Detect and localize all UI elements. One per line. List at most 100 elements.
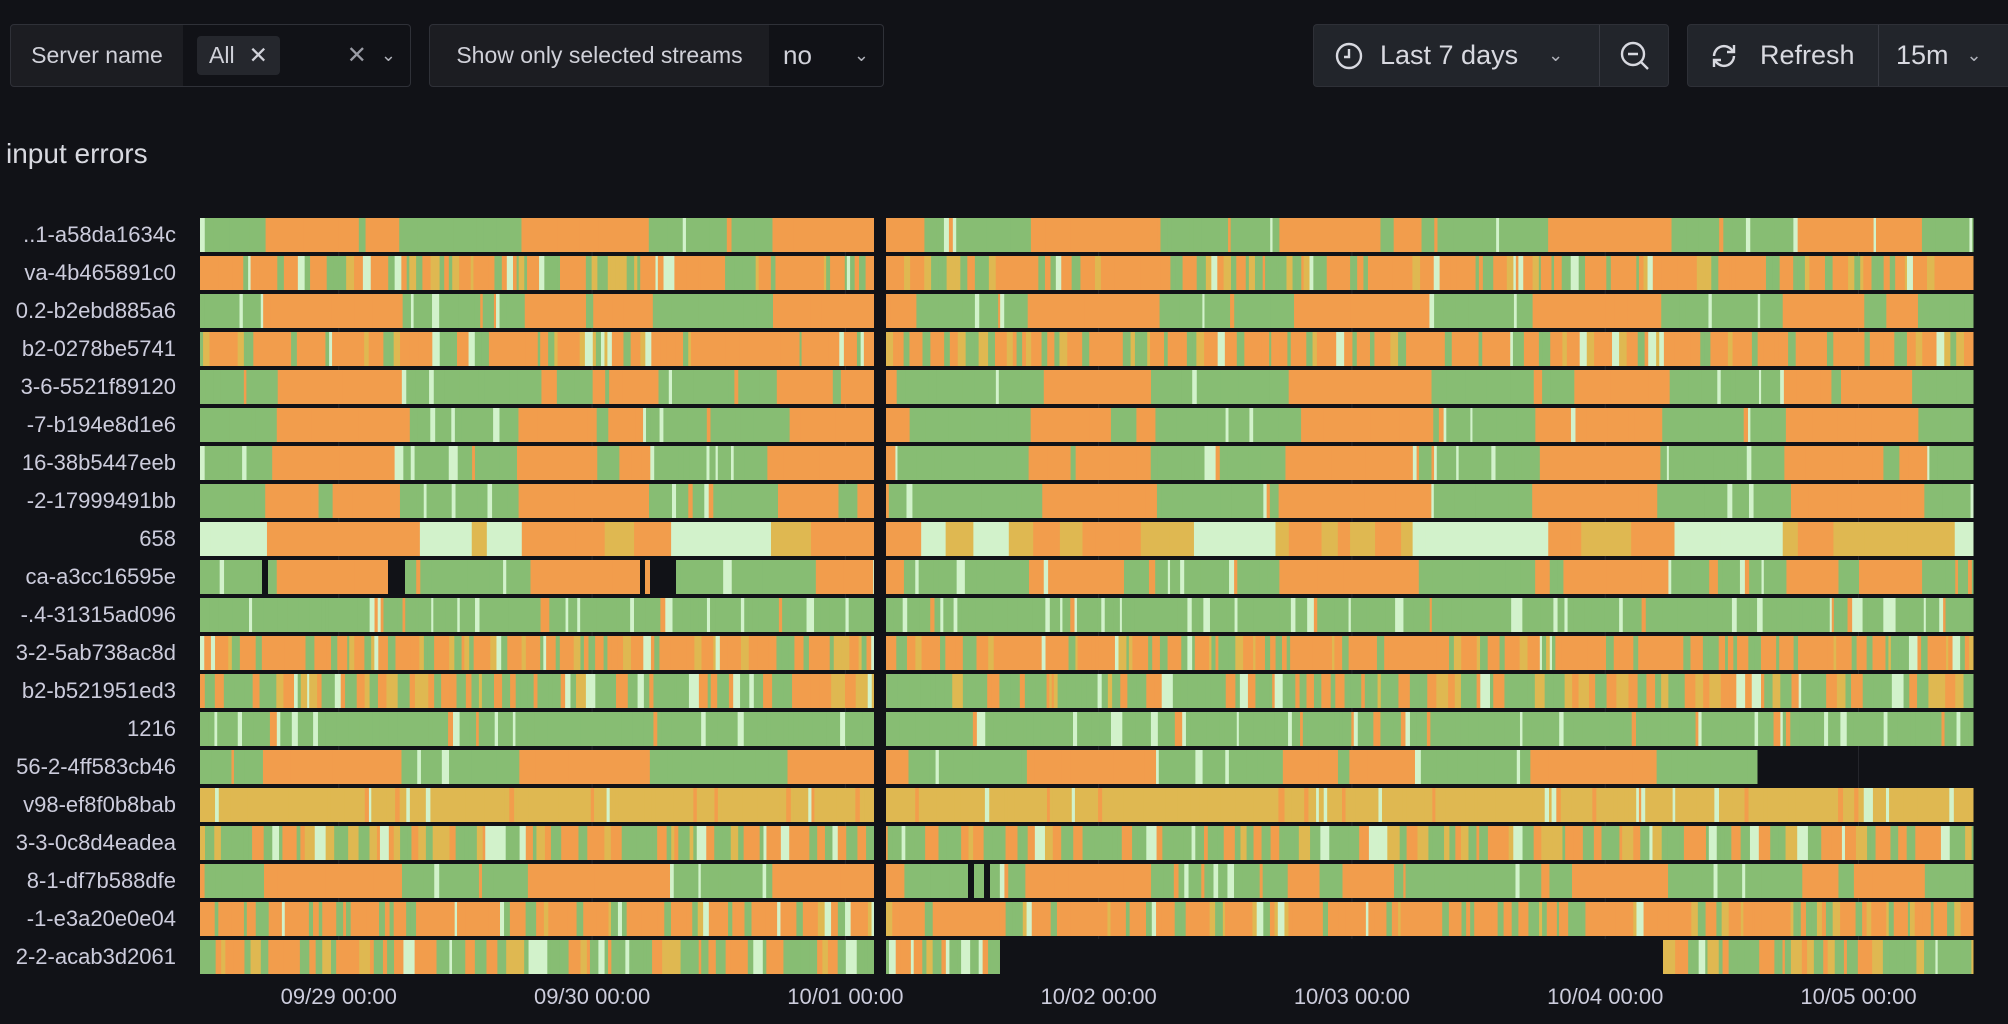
state-segment[interactable] [1513,256,1517,290]
state-segment[interactable] [1275,522,1290,556]
state-segment[interactable] [395,636,409,670]
state-segment[interactable] [892,826,903,860]
state-segment[interactable] [782,598,792,632]
state-segment[interactable] [1851,674,1864,708]
state-segment[interactable] [1730,370,1737,404]
state-segment[interactable] [843,750,878,784]
state-segment[interactable] [1228,750,1247,784]
state-segment[interactable] [451,408,456,442]
state-segment[interactable] [1345,788,1356,822]
state-segment[interactable] [674,256,678,290]
state-segment[interactable] [1086,674,1099,708]
state-segment[interactable] [930,218,938,252]
state-segment[interactable] [1825,902,1834,936]
state-segment[interactable] [1763,788,1768,822]
state-segment[interactable] [1272,218,1280,252]
state-segment[interactable] [1821,826,1833,860]
state-segment[interactable] [1790,902,1794,936]
state-segment[interactable] [1745,864,1762,898]
state-segment[interactable] [1489,674,1494,708]
state-segment[interactable] [1763,560,1787,594]
state-segment[interactable] [476,902,489,936]
state-segment[interactable] [1418,902,1433,936]
state-segment[interactable] [474,294,481,328]
state-segment[interactable] [339,446,355,480]
state-segment[interactable] [1564,598,1569,632]
state-segment[interactable] [1261,826,1272,860]
state-segment[interactable] [646,940,653,974]
state-segment[interactable] [276,674,284,708]
state-segment[interactable] [1270,256,1277,290]
state-segment[interactable] [1668,560,1672,594]
state-segment[interactable] [1197,674,1206,708]
state-segment[interactable] [1304,636,1314,670]
state-segment[interactable] [1495,788,1516,822]
state-segment[interactable] [1720,826,1726,860]
state-segment[interactable] [976,636,989,670]
state-segment[interactable] [841,636,850,670]
state-segment[interactable] [1000,294,1005,328]
state-segment[interactable] [1844,826,1857,860]
state-segment[interactable] [1572,674,1580,708]
state-segment[interactable] [1573,826,1584,860]
state-segment[interactable] [1564,408,1572,442]
state-segment[interactable] [954,902,960,936]
state-segment[interactable] [755,256,760,290]
state-segment[interactable] [1638,788,1642,822]
state-segment[interactable] [1764,674,1774,708]
state-segment[interactable] [1568,902,1576,936]
state-segment[interactable] [541,370,558,404]
state-segment[interactable] [657,826,668,860]
state-segment[interactable] [586,940,591,974]
state-segment[interactable] [755,750,769,784]
state-segment[interactable] [1728,902,1742,936]
state-segment[interactable] [1792,294,1812,328]
state-segment[interactable] [686,712,702,746]
state-segment[interactable] [481,674,486,708]
state-segment[interactable] [517,370,542,404]
state-segment[interactable] [962,484,983,518]
state-segment[interactable] [1503,446,1516,480]
state-segment[interactable] [209,598,219,632]
state-segment[interactable] [1909,902,1916,936]
state-segment[interactable] [1593,826,1602,860]
state-segment[interactable] [606,674,617,708]
state-segment[interactable] [1157,446,1182,480]
state-segment[interactable] [1184,560,1202,594]
state-segment[interactable] [1266,484,1271,518]
state-segment[interactable] [1751,674,1762,708]
state-segment[interactable] [1044,256,1052,290]
state-segment[interactable] [1173,864,1180,898]
state-segment[interactable] [1928,674,1932,708]
state-segment[interactable] [788,712,795,746]
state-segment[interactable] [1801,940,1808,974]
state-segment[interactable] [1935,408,1951,442]
state-segment[interactable] [313,750,334,784]
state-segment[interactable] [458,294,476,328]
state-segment[interactable] [204,294,218,328]
state-segment[interactable] [214,826,222,860]
state-segment[interactable] [646,408,651,442]
state-segment[interactable] [1278,484,1300,518]
state-segment[interactable] [1400,902,1408,936]
state-segment[interactable] [1638,636,1651,670]
state-segment[interactable] [456,674,460,708]
state-segment[interactable] [707,674,712,708]
state-segment[interactable] [1386,902,1393,936]
state-segment[interactable] [1342,788,1347,822]
state-segment[interactable] [1572,864,1603,898]
state-segment[interactable] [525,332,536,366]
state-segment[interactable] [1523,332,1540,366]
state-segment[interactable] [774,560,791,594]
state-segment[interactable] [307,788,321,822]
state-segment[interactable] [1496,408,1518,442]
state-segment[interactable] [211,788,216,822]
state-segment[interactable] [1627,218,1640,252]
state-segment[interactable] [644,788,653,822]
state-segment[interactable] [1020,826,1029,860]
state-segment[interactable] [641,902,653,936]
state-segment[interactable] [636,826,648,860]
state-segment[interactable] [1104,598,1110,632]
state-segment[interactable] [1189,218,1195,252]
state-segment[interactable] [1610,256,1628,290]
